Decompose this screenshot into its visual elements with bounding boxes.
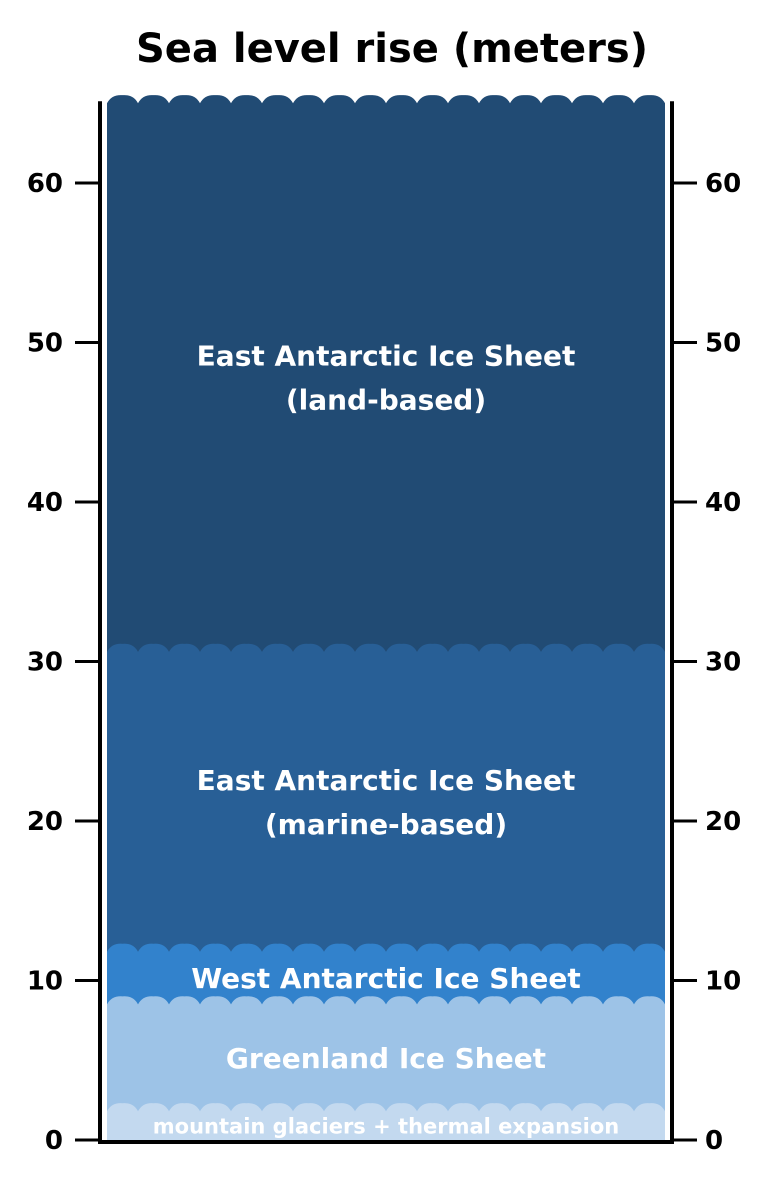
stacked-layers bbox=[107, 95, 665, 1140]
left-tick-label-40: 40 bbox=[27, 488, 63, 518]
right-tick-label-40: 40 bbox=[705, 488, 741, 518]
right-tick-label-20: 20 bbox=[705, 807, 741, 837]
chart-title: Sea level rise (meters) bbox=[136, 26, 648, 72]
layer-label-4: East Antarctic Ice Sheet (land-based) bbox=[197, 340, 576, 417]
left-tick-label-60: 60 bbox=[27, 169, 63, 199]
right-tick-label-60: 60 bbox=[705, 169, 741, 199]
layer-label-3: East Antarctic Ice Sheet (marine-based) bbox=[197, 764, 576, 841]
layer-0 bbox=[107, 1103, 665, 1140]
right-tick-label-10: 10 bbox=[705, 967, 741, 997]
right-tick-label-50: 50 bbox=[705, 329, 741, 359]
layer-labels: mountain glaciers + thermal expansion Gre… bbox=[153, 340, 619, 1139]
layer-label-2: West Antarctic Ice Sheet bbox=[191, 962, 581, 995]
left-tick-label-0: 0 bbox=[45, 1126, 63, 1156]
right-tick-label-30: 30 bbox=[705, 648, 741, 678]
layer-label-0: mountain glaciers + thermal expansion bbox=[153, 1115, 619, 1139]
left-tick-label-10: 10 bbox=[27, 967, 63, 997]
left-tick-label-50: 50 bbox=[27, 329, 63, 359]
left-tick-label-20: 20 bbox=[27, 807, 63, 837]
layer-label-1: Greenland Ice Sheet bbox=[226, 1042, 546, 1075]
right-tick-label-0: 0 bbox=[705, 1126, 723, 1156]
axes: 0 0 10 10 20 20 30 30 40 40 50 50 60 60 bbox=[27, 101, 741, 1156]
left-tick-label-30: 30 bbox=[27, 648, 63, 678]
